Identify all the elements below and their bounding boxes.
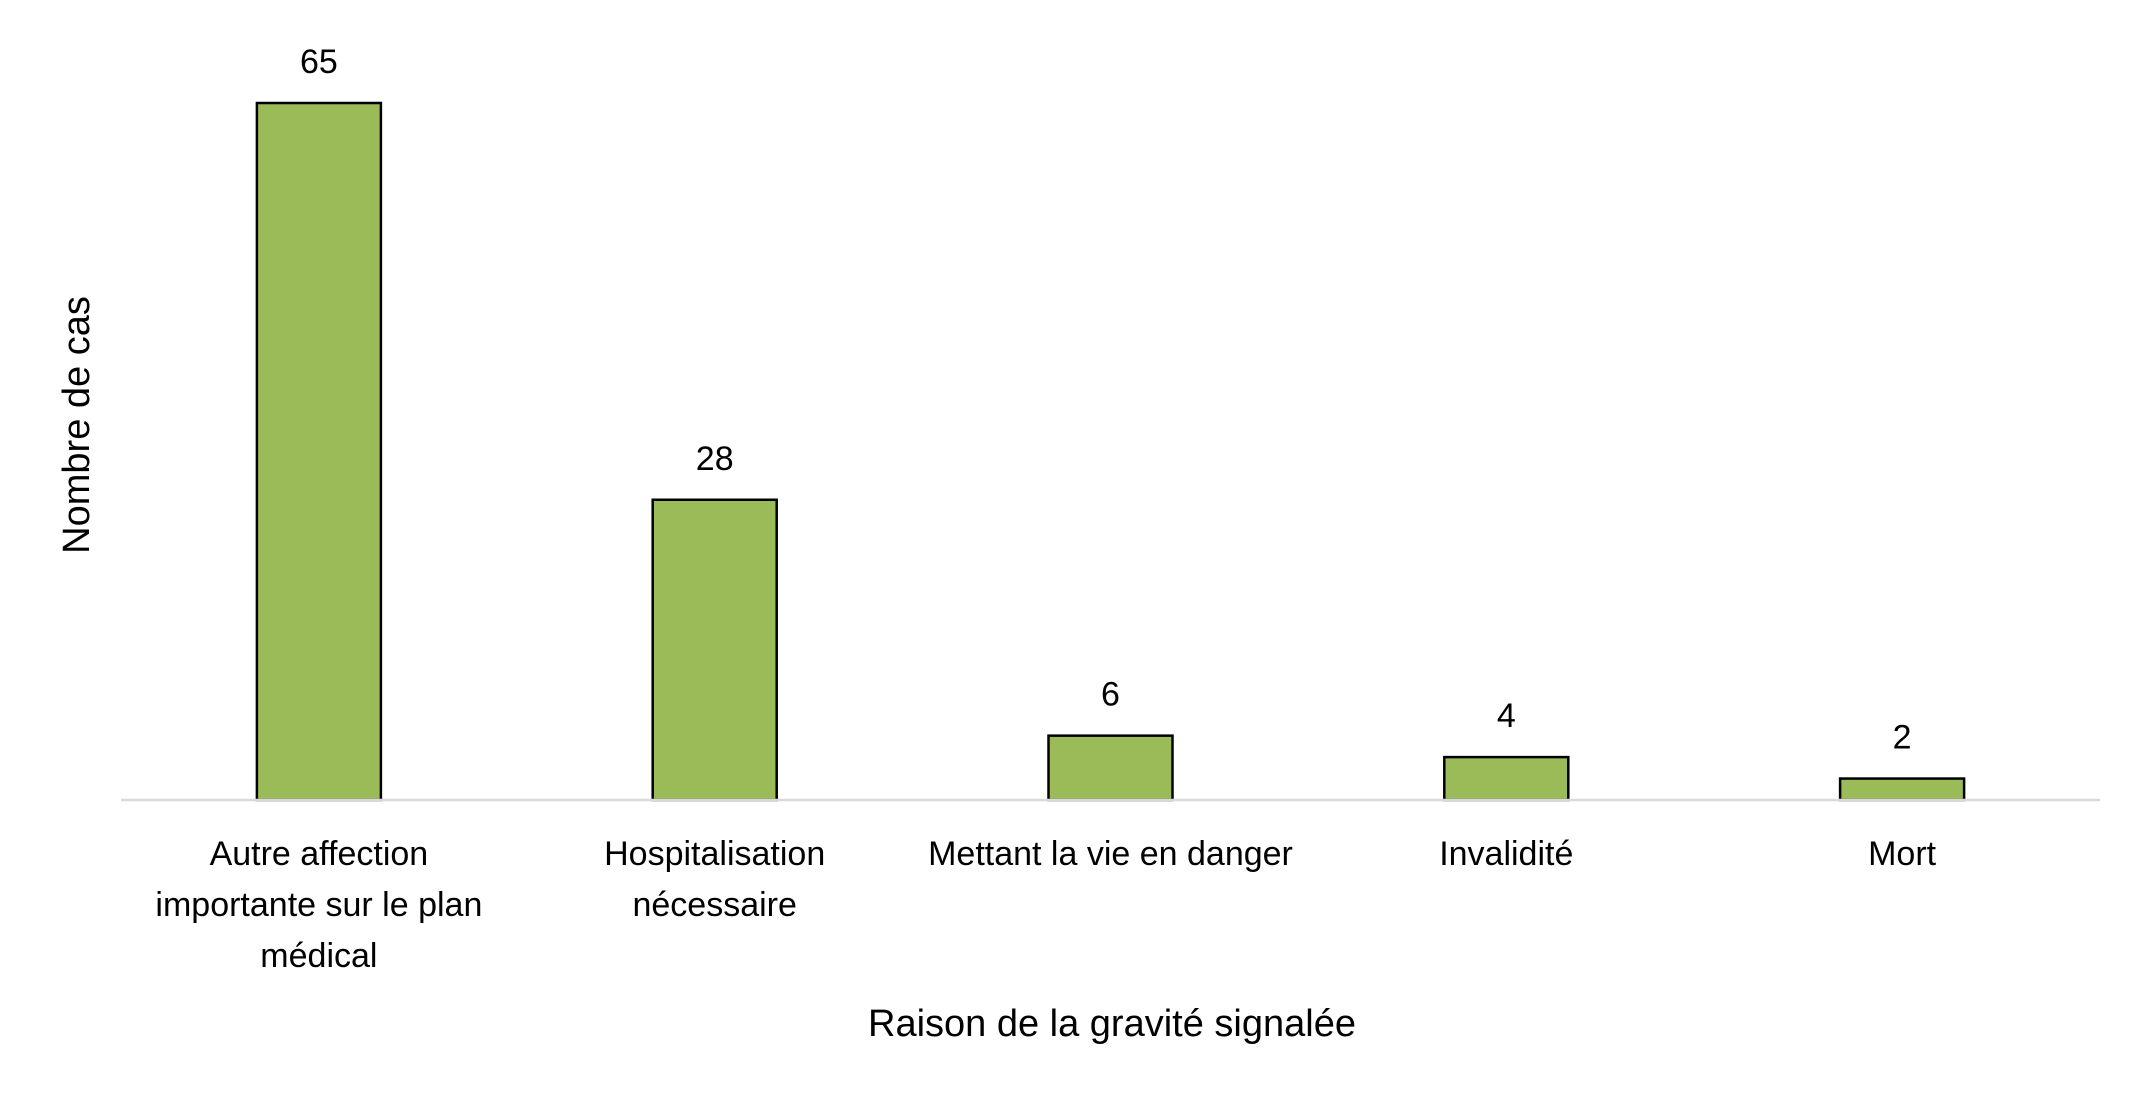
value-label: 28 bbox=[696, 440, 734, 478]
value-label: 2 bbox=[1893, 719, 1912, 757]
x-tick-label: Invalidité bbox=[1439, 835, 1574, 873]
bar bbox=[255, 101, 383, 802]
value-label: 6 bbox=[1101, 676, 1120, 714]
value-label: 65 bbox=[300, 43, 338, 81]
bar bbox=[651, 498, 778, 802]
x-tick-label: Mort bbox=[1868, 835, 1937, 873]
bar bbox=[1047, 734, 1174, 802]
x-tick-label: Hospitalisation nécessaire bbox=[604, 835, 826, 924]
value-label: 4 bbox=[1497, 697, 1516, 735]
y-axis-title: Nombre de cas bbox=[56, 296, 98, 554]
bar bbox=[1443, 755, 1570, 802]
x-axis-title: Raison de la gravité signalée bbox=[868, 1003, 1356, 1045]
x-tick-label: Autre affection importante sur le plan m… bbox=[155, 835, 483, 975]
bar bbox=[1838, 777, 1966, 802]
x-tick-label: Mettant la vie en danger bbox=[928, 835, 1293, 873]
